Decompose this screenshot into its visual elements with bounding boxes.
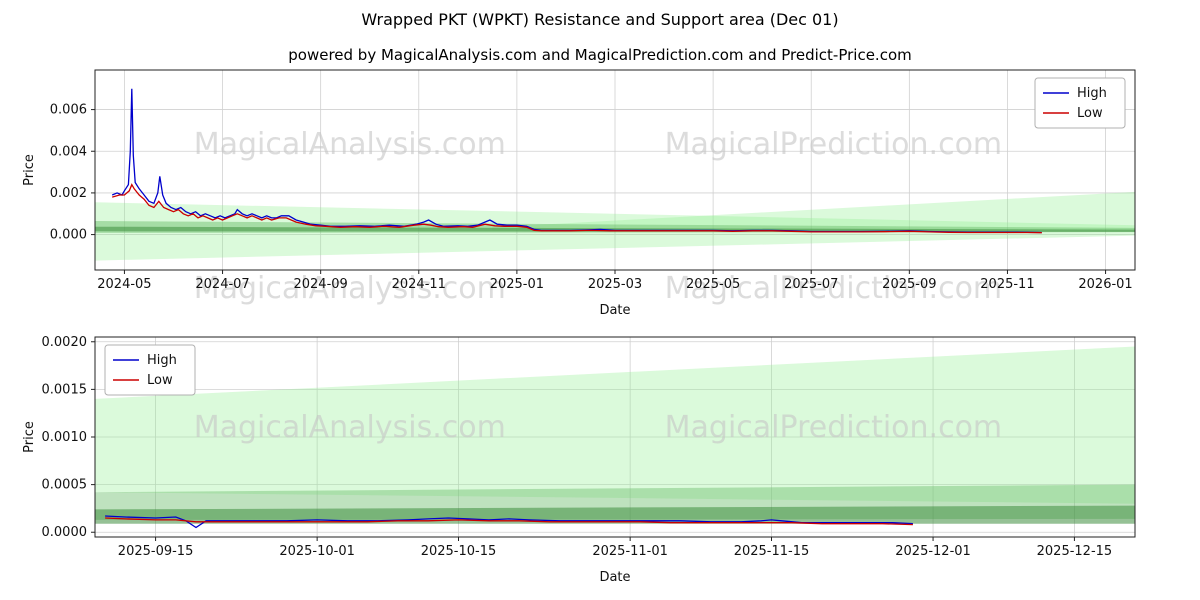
y-tick-label: 0.006 [50,103,87,118]
x-tick-label: 2025-05 [686,277,740,292]
grid-lines [95,337,1135,537]
y-tick-label: 0.0000 [42,525,88,540]
legend-box [104,344,196,396]
y-tick-label: 0.0010 [42,430,88,445]
x-axis-label: Date [599,570,630,585]
axis-ticks: 2024-05 2024-07 2024-09 2024-11 2025-01 2025-… [50,103,1133,292]
x-tick-label: 2025-11 [980,277,1034,292]
y-tick-label: 0.002 [50,186,87,201]
legend-label: Low [147,373,173,388]
x-tick-label: 2024-11 [392,277,446,292]
series-line-high [105,515,913,529]
watermark-text: MagicalPrediction.com [665,127,1003,162]
x-tick-label: 2026-01 [1078,277,1132,292]
x-axis-label: Date [599,303,630,318]
top-price-chart: MagicalAnalysis.com MagicalPrediction.com… [22,69,1136,318]
x-tick-label: 2025-12-15 [1037,544,1113,559]
x-tick-label: 2025-10-15 [421,544,497,559]
legend-label: Low [1077,106,1103,121]
legend: High Low [104,344,196,396]
legend-box [1034,77,1126,129]
y-tick-label: 0.0020 [42,335,88,350]
watermark-text: MagicalAnalysis.com [194,410,506,445]
x-tick-label: 2025-09 [882,277,936,292]
figure-title: Wrapped PKT (WPKT) Resistance and Suppor… [361,10,839,29]
watermarks: MagicalAnalysis.com MagicalPrediction.com… [194,127,1002,306]
grid-lines [95,70,1135,270]
y-axis-label: Price [22,421,37,453]
legend-label: High [147,353,177,368]
legend: High Low [1034,77,1126,129]
y-axis-label: Price [22,154,37,186]
watermark-text: MagicalPrediction.com [665,410,1003,445]
axis-ticks: 2025-09-15 2025-10-01 2025-10-15 2025-11-01… [42,335,1113,559]
bottom-price-chart: MagicalAnalysis.com MagicalPrediction.com… [22,335,1136,585]
y-tick-label: 0.0015 [42,382,88,397]
x-tick-label: 2025-01 [490,277,544,292]
x-tick-label: 2024-05 [97,277,151,292]
legend-label: High [1077,86,1107,101]
recent-chart: MagicalAnalysis.com MagicalPrediction.com… [22,335,1136,585]
series-line-low [112,183,1042,234]
y-tick-label: 0.004 [50,144,87,159]
support-resistance-bands [95,191,1135,261]
x-tick-label: 2025-03 [588,277,642,292]
x-tick-label: 2025-07 [784,277,838,292]
history-chart: MagicalAnalysis.com MagicalPrediction.com… [22,69,1136,318]
x-tick-label: 2025-11-15 [734,544,810,559]
x-tick-label: 2025-10-01 [279,544,355,559]
watermark-text: MagicalAnalysis.com [194,127,506,162]
y-tick-label: 0.000 [50,228,87,243]
support-band-dark [95,226,1135,232]
support-band-dark [95,505,1135,524]
x-tick-label: 2025-11-01 [592,544,668,559]
x-tick-label: 2025-09-15 [118,544,194,559]
y-tick-label: 0.0005 [42,478,88,493]
x-tick-label: 2024-09 [293,277,347,292]
series-line-low [105,517,913,526]
watermark-text: MagicalAnalysis.com [194,271,506,306]
watermarks: MagicalAnalysis.com MagicalPrediction.com [194,410,1002,445]
x-tick-label: 2024-07 [195,277,249,292]
resistance-wedge-ascending [492,191,1135,231]
watermark-text: MagicalPrediction.com [665,271,1003,306]
x-tick-label: 2025-12-01 [895,544,971,559]
figure-subtitle: powered by MagicalAnalysis.com and Magic… [288,46,912,64]
